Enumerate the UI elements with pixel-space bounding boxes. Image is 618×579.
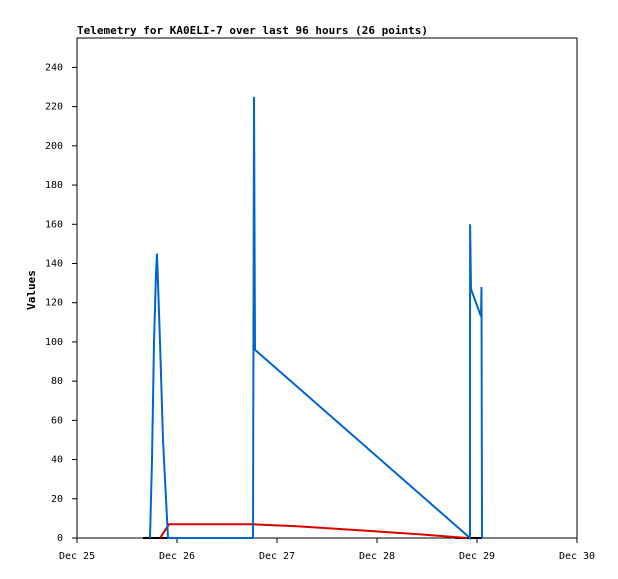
y-tick-label: 140 bbox=[45, 258, 63, 269]
x-tick-label: Dec 29 bbox=[459, 551, 495, 562]
x-tick-label: Dec 26 bbox=[159, 551, 195, 562]
y-tick-label: 40 bbox=[51, 455, 63, 466]
series-line bbox=[159, 523, 468, 539]
y-tick-label: 120 bbox=[45, 298, 63, 309]
y-tick-label: 200 bbox=[45, 141, 63, 152]
y-tick-label: 180 bbox=[45, 180, 63, 191]
y-tick-label: 220 bbox=[45, 102, 63, 113]
y-tick-label: 80 bbox=[51, 376, 63, 387]
y-tick-label: 0 bbox=[57, 533, 63, 544]
x-tick-label: Dec 27 bbox=[259, 551, 295, 562]
y-tick-label: 60 bbox=[51, 415, 63, 426]
y-tick-label: 160 bbox=[45, 219, 63, 230]
y-tick-label: 20 bbox=[51, 494, 63, 505]
plot-frame bbox=[76, 37, 578, 539]
x-tick-label: Dec 28 bbox=[359, 551, 395, 562]
y-tick-label: 240 bbox=[45, 62, 63, 73]
chart-title: Telemetry for KA0ELI-7 over last 96 hour… bbox=[77, 24, 428, 37]
y-axis-label: Values bbox=[25, 270, 38, 310]
series-line bbox=[149, 96, 483, 541]
x-tick-label: Dec 30 bbox=[559, 551, 595, 562]
y-tick-label: 100 bbox=[45, 337, 63, 348]
x-tick-label: Dec 25 bbox=[59, 551, 95, 562]
